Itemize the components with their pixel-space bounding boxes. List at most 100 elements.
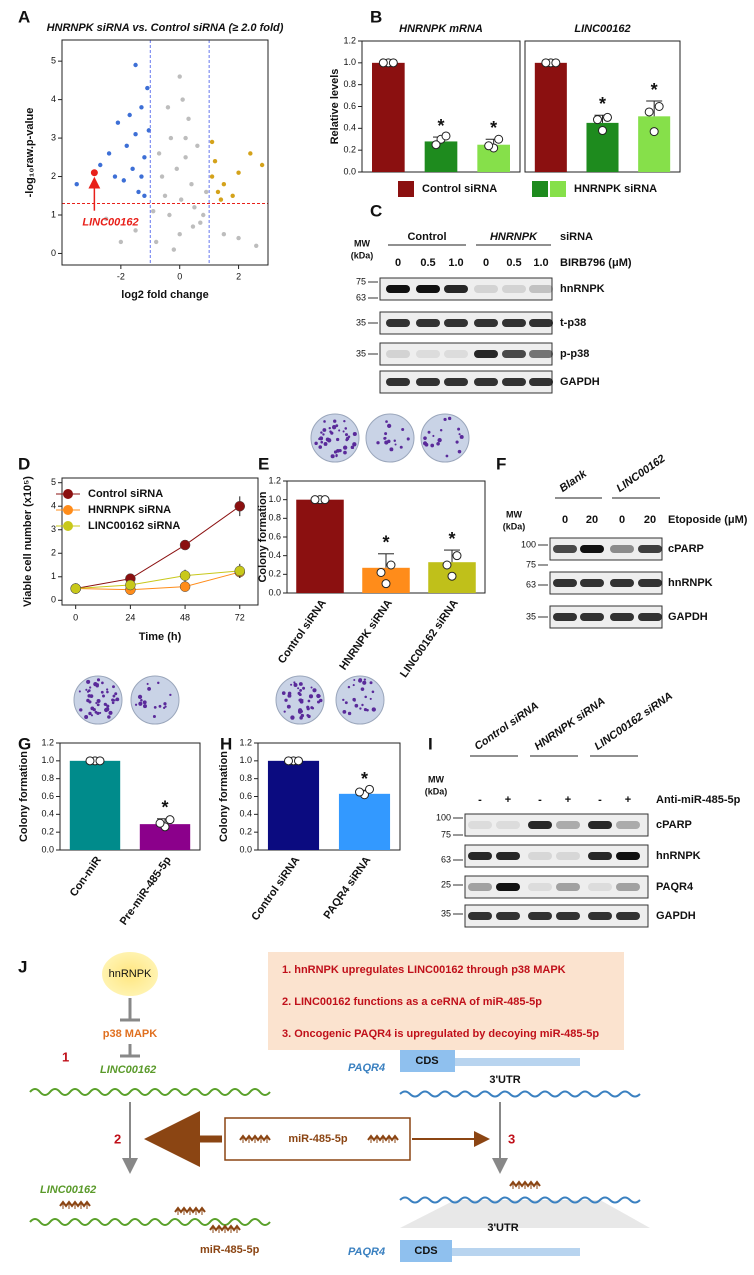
mw-marker: 35 (526, 611, 536, 621)
colony (96, 678, 101, 682)
mw-label: MW (428, 774, 444, 784)
colony (306, 714, 310, 717)
y-tick-label: 0 (51, 248, 56, 258)
lane-label: 0.5 (506, 257, 521, 269)
mw-marker: 100 (521, 539, 536, 549)
summary-box (268, 952, 624, 1050)
colony (284, 698, 288, 702)
band (553, 545, 577, 553)
colony (157, 681, 160, 685)
legend-marker (63, 489, 73, 499)
colony (363, 707, 368, 712)
colony (90, 714, 94, 717)
point (133, 132, 138, 137)
band (502, 378, 526, 386)
band (556, 852, 580, 860)
colony (96, 698, 101, 704)
x-axis-label: Time (h) (139, 631, 182, 643)
row-label: t-p38 (560, 317, 586, 329)
panel-letter: I (428, 734, 433, 753)
point (151, 208, 156, 214)
lane-caption: BIRB796 (μM) (560, 257, 632, 269)
plot-frame (61, 39, 269, 266)
colony (353, 679, 356, 682)
colony (293, 682, 298, 687)
colony (104, 707, 109, 713)
y-tick-label: 1.0 (343, 57, 356, 67)
blot-strip (464, 813, 649, 837)
data-point (85, 756, 95, 766)
cds-box (400, 1240, 452, 1262)
data-point (355, 787, 364, 797)
legend-marker (63, 505, 73, 515)
lane-caption: Etoposide (μM) (668, 514, 748, 526)
colony (287, 693, 292, 698)
bar (69, 760, 121, 850)
colony (312, 688, 317, 693)
colony (95, 683, 99, 687)
band (588, 912, 612, 920)
point (195, 143, 200, 148)
y-tick-label: 0.4 (343, 123, 356, 133)
point (130, 166, 135, 172)
lane-label: 1.0 (533, 257, 548, 269)
colony (336, 449, 340, 453)
data-point (603, 112, 612, 122)
colony-plate (365, 413, 415, 463)
point (165, 105, 171, 110)
band (416, 285, 440, 293)
lane-label: + (625, 794, 631, 806)
gene-label: PAQR4 (348, 1246, 385, 1258)
band (616, 912, 640, 920)
lane-label: 0.5 (420, 257, 435, 269)
colony (299, 689, 303, 692)
y-tick-label: 3 (51, 132, 56, 142)
point (218, 197, 224, 202)
band (386, 319, 410, 327)
mw-label: (kDa) (425, 786, 448, 796)
y-axis-label: Colony formation (257, 491, 269, 582)
data-point (447, 571, 457, 581)
utr-label: 3'UTR (489, 1074, 520, 1086)
y-tick-label: 5 (51, 56, 56, 66)
mw-marker: 35 (356, 348, 366, 358)
y-tick-label: 0.4 (41, 809, 54, 819)
colony (401, 427, 405, 432)
band (529, 319, 553, 327)
group-label: LINC00162 siRNA (593, 690, 676, 753)
colony (399, 445, 403, 449)
colony (320, 431, 323, 434)
band (529, 378, 553, 386)
cds-box (400, 1050, 455, 1072)
colony (430, 443, 435, 448)
colony (138, 701, 143, 706)
colony (99, 711, 102, 714)
bar (638, 116, 671, 172)
panel-letter: D (18, 454, 30, 473)
colony (89, 686, 92, 689)
point (124, 143, 129, 148)
colony (311, 707, 314, 710)
rna-strand (29, 1088, 271, 1096)
point (139, 174, 144, 179)
x-tick-label: HNRNPK siRNA (337, 597, 395, 672)
point (174, 166, 179, 172)
colony (427, 430, 431, 434)
colony (335, 454, 338, 458)
data-point (381, 579, 391, 589)
lane-label: + (505, 794, 511, 806)
colony (146, 682, 149, 685)
point (212, 158, 218, 164)
legend-swatch (398, 181, 414, 197)
colony (134, 703, 138, 706)
row-label: cPARP (668, 543, 704, 555)
y-tick-label: 0.8 (41, 773, 54, 783)
y-axis-label: -log₁₀raw.p-value (24, 108, 36, 198)
point (106, 151, 112, 156)
x-tick-label: 48 (180, 612, 190, 622)
data-point (320, 495, 330, 505)
significance: * (361, 769, 368, 789)
data-point (165, 815, 175, 825)
lane-label: - (478, 794, 482, 806)
